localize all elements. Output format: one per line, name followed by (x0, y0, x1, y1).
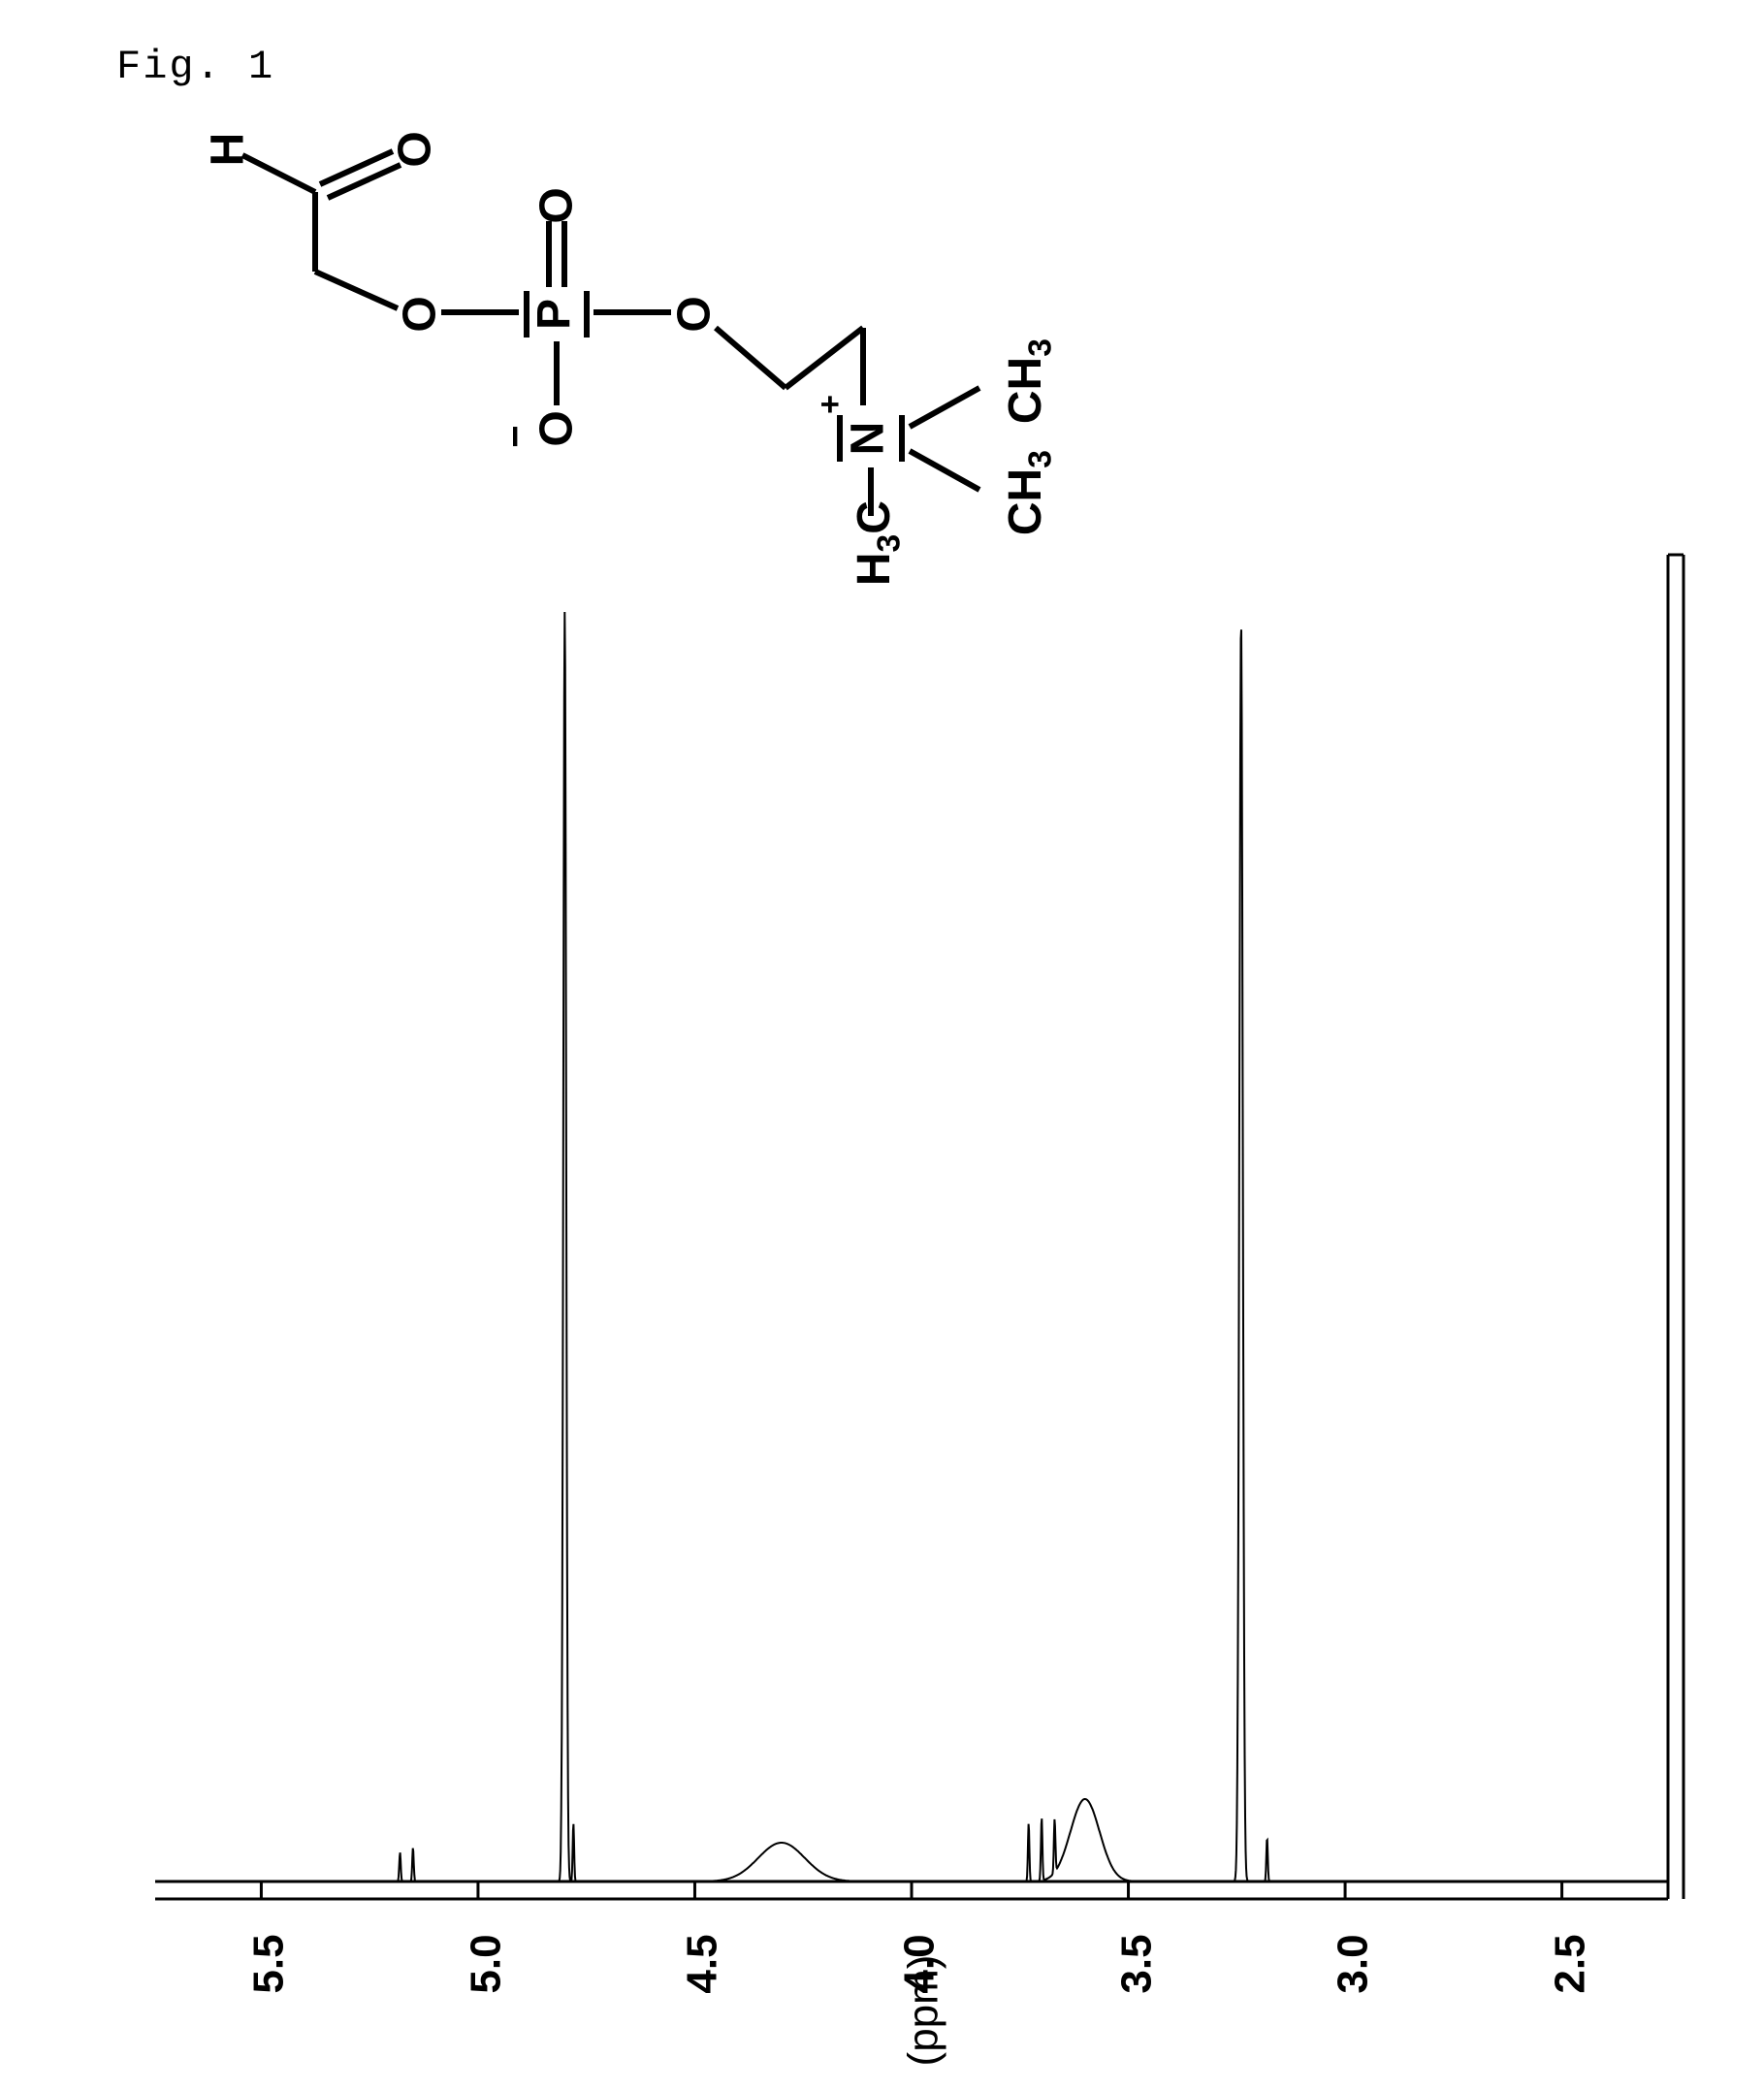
atom-O1: O (398, 296, 444, 332)
tick-label: 5.5 (245, 1934, 294, 1993)
atom-CH3-b: CH3 (1003, 450, 1057, 535)
tick-label: 3.0 (1330, 1934, 1378, 1993)
atom-O2: O (672, 296, 719, 332)
atom-P: P (531, 299, 578, 330)
atom-CH3-a: CH3 (1003, 338, 1057, 424)
atom-O-aldehyde: O (393, 131, 439, 167)
axis-label-ppm: (ppm) (899, 1955, 947, 2067)
molecule-bonds (204, 97, 1096, 543)
chemical-structure: H O (204, 97, 1096, 543)
tick-label: 4.5 (679, 1934, 727, 1993)
charge-plus: + (814, 395, 847, 414)
figure-label: Fig. 1 (116, 44, 274, 90)
tick-label: 3.5 (1112, 1934, 1161, 1993)
atom-H-aldehyde: H (205, 133, 251, 167)
tick-label: 5.0 (463, 1934, 511, 1993)
atom-O-double: O (534, 187, 581, 223)
atom-N: N (845, 422, 891, 456)
atom-O-neg: O (534, 410, 581, 446)
spectrum-svg (97, 543, 1687, 2037)
nmr-spectrum: 5.55.04.54.03.53.02.5 (ppm) (97, 543, 1687, 2037)
charge-neg: − (497, 425, 535, 447)
tick-label: 2.5 (1546, 1934, 1594, 1993)
